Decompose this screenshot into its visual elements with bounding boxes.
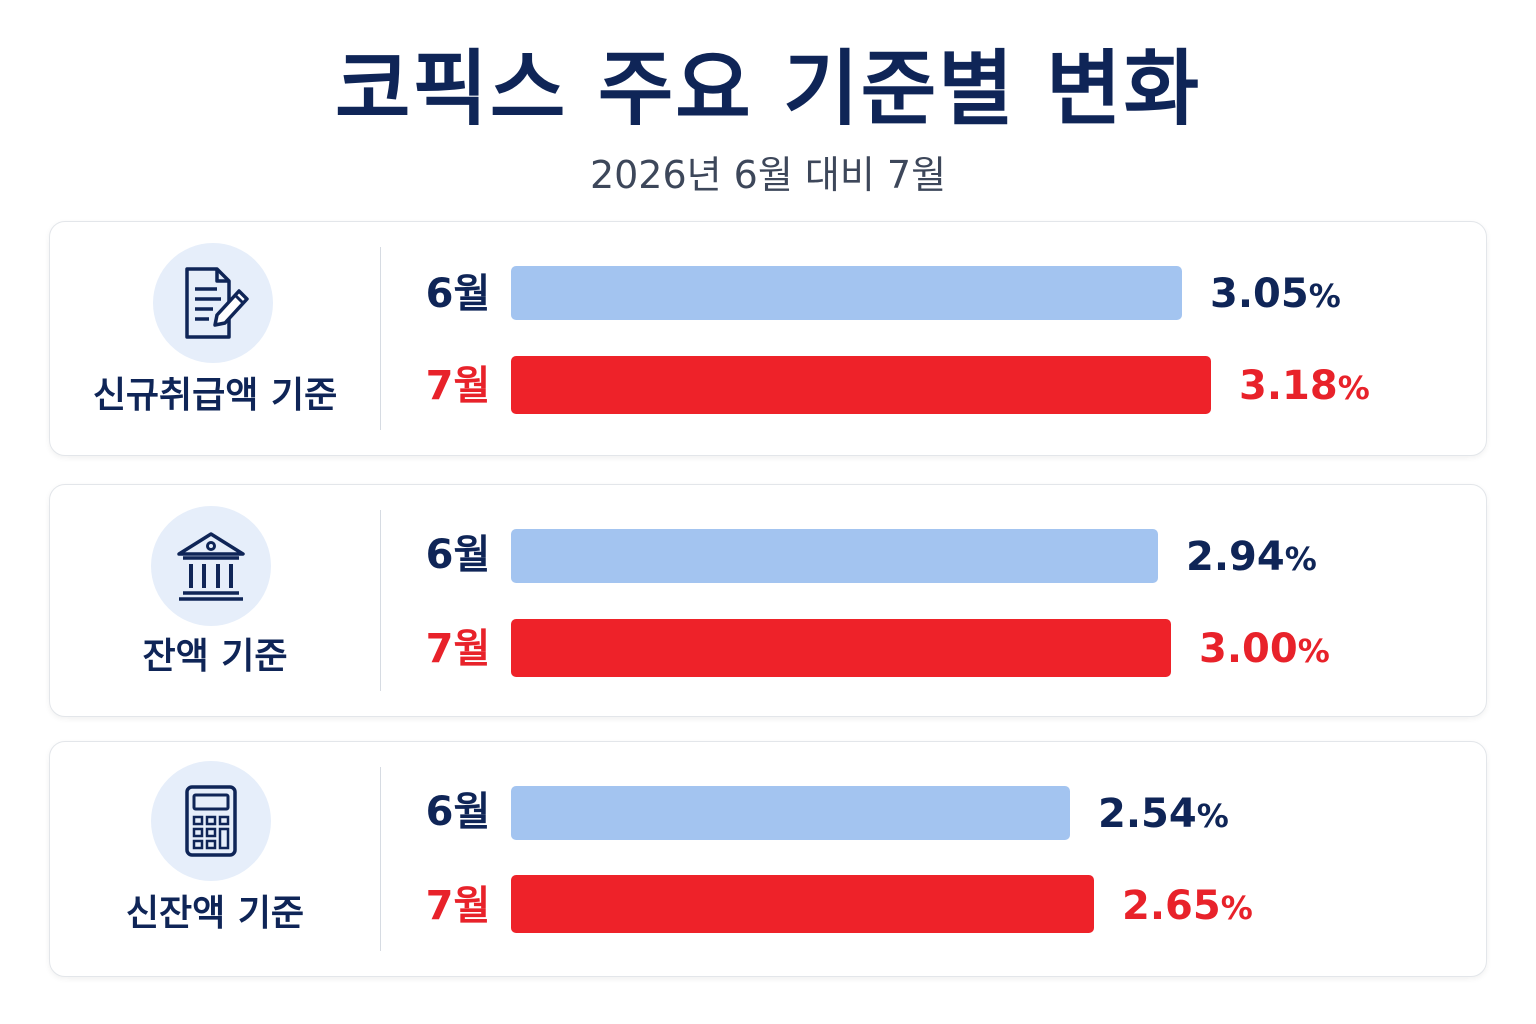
bank-icon — [177, 532, 245, 601]
card-label: 신잔액 기준 — [125, 893, 305, 934]
calculator-icon — [185, 785, 237, 857]
value-number: 2.54 — [1098, 791, 1197, 837]
card-label: 신규취급액 기준 — [92, 375, 338, 416]
bar-june — [511, 266, 1182, 320]
value-label-july: 3.00% — [1199, 625, 1330, 675]
bar-july — [511, 356, 1211, 414]
month-label-june: 6월 — [425, 271, 491, 317]
value-label-july: 2.65% — [1122, 882, 1253, 932]
value-label-june: 3.05% — [1210, 270, 1341, 320]
card-balance: 잔액 기준 6월 2.94% 7월 3.00% — [49, 484, 1487, 717]
value-number: 2.65 — [1122, 883, 1221, 929]
page-subtitle: 2026년 6월 대비 7월 — [589, 153, 947, 197]
month-label-july: 7월 — [425, 626, 491, 672]
card-divider — [380, 247, 381, 430]
card-divider — [380, 510, 381, 691]
value-unit: % — [1284, 540, 1317, 578]
value-label-july: 3.18% — [1239, 362, 1370, 412]
bar-july — [511, 875, 1094, 933]
value-unit: % — [1308, 277, 1341, 315]
document-pen-icon — [185, 267, 249, 339]
month-label-june: 6월 — [425, 532, 491, 578]
month-label-july: 7월 — [425, 883, 491, 929]
value-number: 3.05 — [1210, 271, 1309, 317]
value-number: 3.18 — [1239, 363, 1338, 409]
card-divider — [380, 767, 381, 951]
value-number: 2.94 — [1186, 534, 1285, 580]
card-new-amount: 신규취급액 기준 6월 3.05% 7월 3.18% — [49, 221, 1487, 456]
month-label-july: 7월 — [425, 363, 491, 409]
bar-june — [511, 529, 1158, 583]
value-unit: % — [1337, 369, 1370, 407]
value-number: 3.00 — [1199, 626, 1298, 672]
card-label: 잔액 기준 — [142, 636, 288, 677]
icon-circle — [151, 761, 271, 881]
value-unit: % — [1196, 797, 1229, 835]
value-unit: % — [1220, 889, 1253, 927]
value-unit: % — [1297, 632, 1330, 670]
icon-circle — [151, 506, 271, 626]
bar-july — [511, 619, 1171, 677]
page-title: 코픽스 주요 기준별 변화 — [334, 42, 1202, 137]
bar-june — [511, 786, 1070, 840]
icon-circle — [153, 243, 273, 363]
value-label-june: 2.54% — [1098, 790, 1229, 840]
month-label-june: 6월 — [425, 789, 491, 835]
value-label-june: 2.94% — [1186, 533, 1317, 583]
card-new-balance: 신잔액 기준 6월 2.54% 7월 2.65% — [49, 741, 1487, 977]
